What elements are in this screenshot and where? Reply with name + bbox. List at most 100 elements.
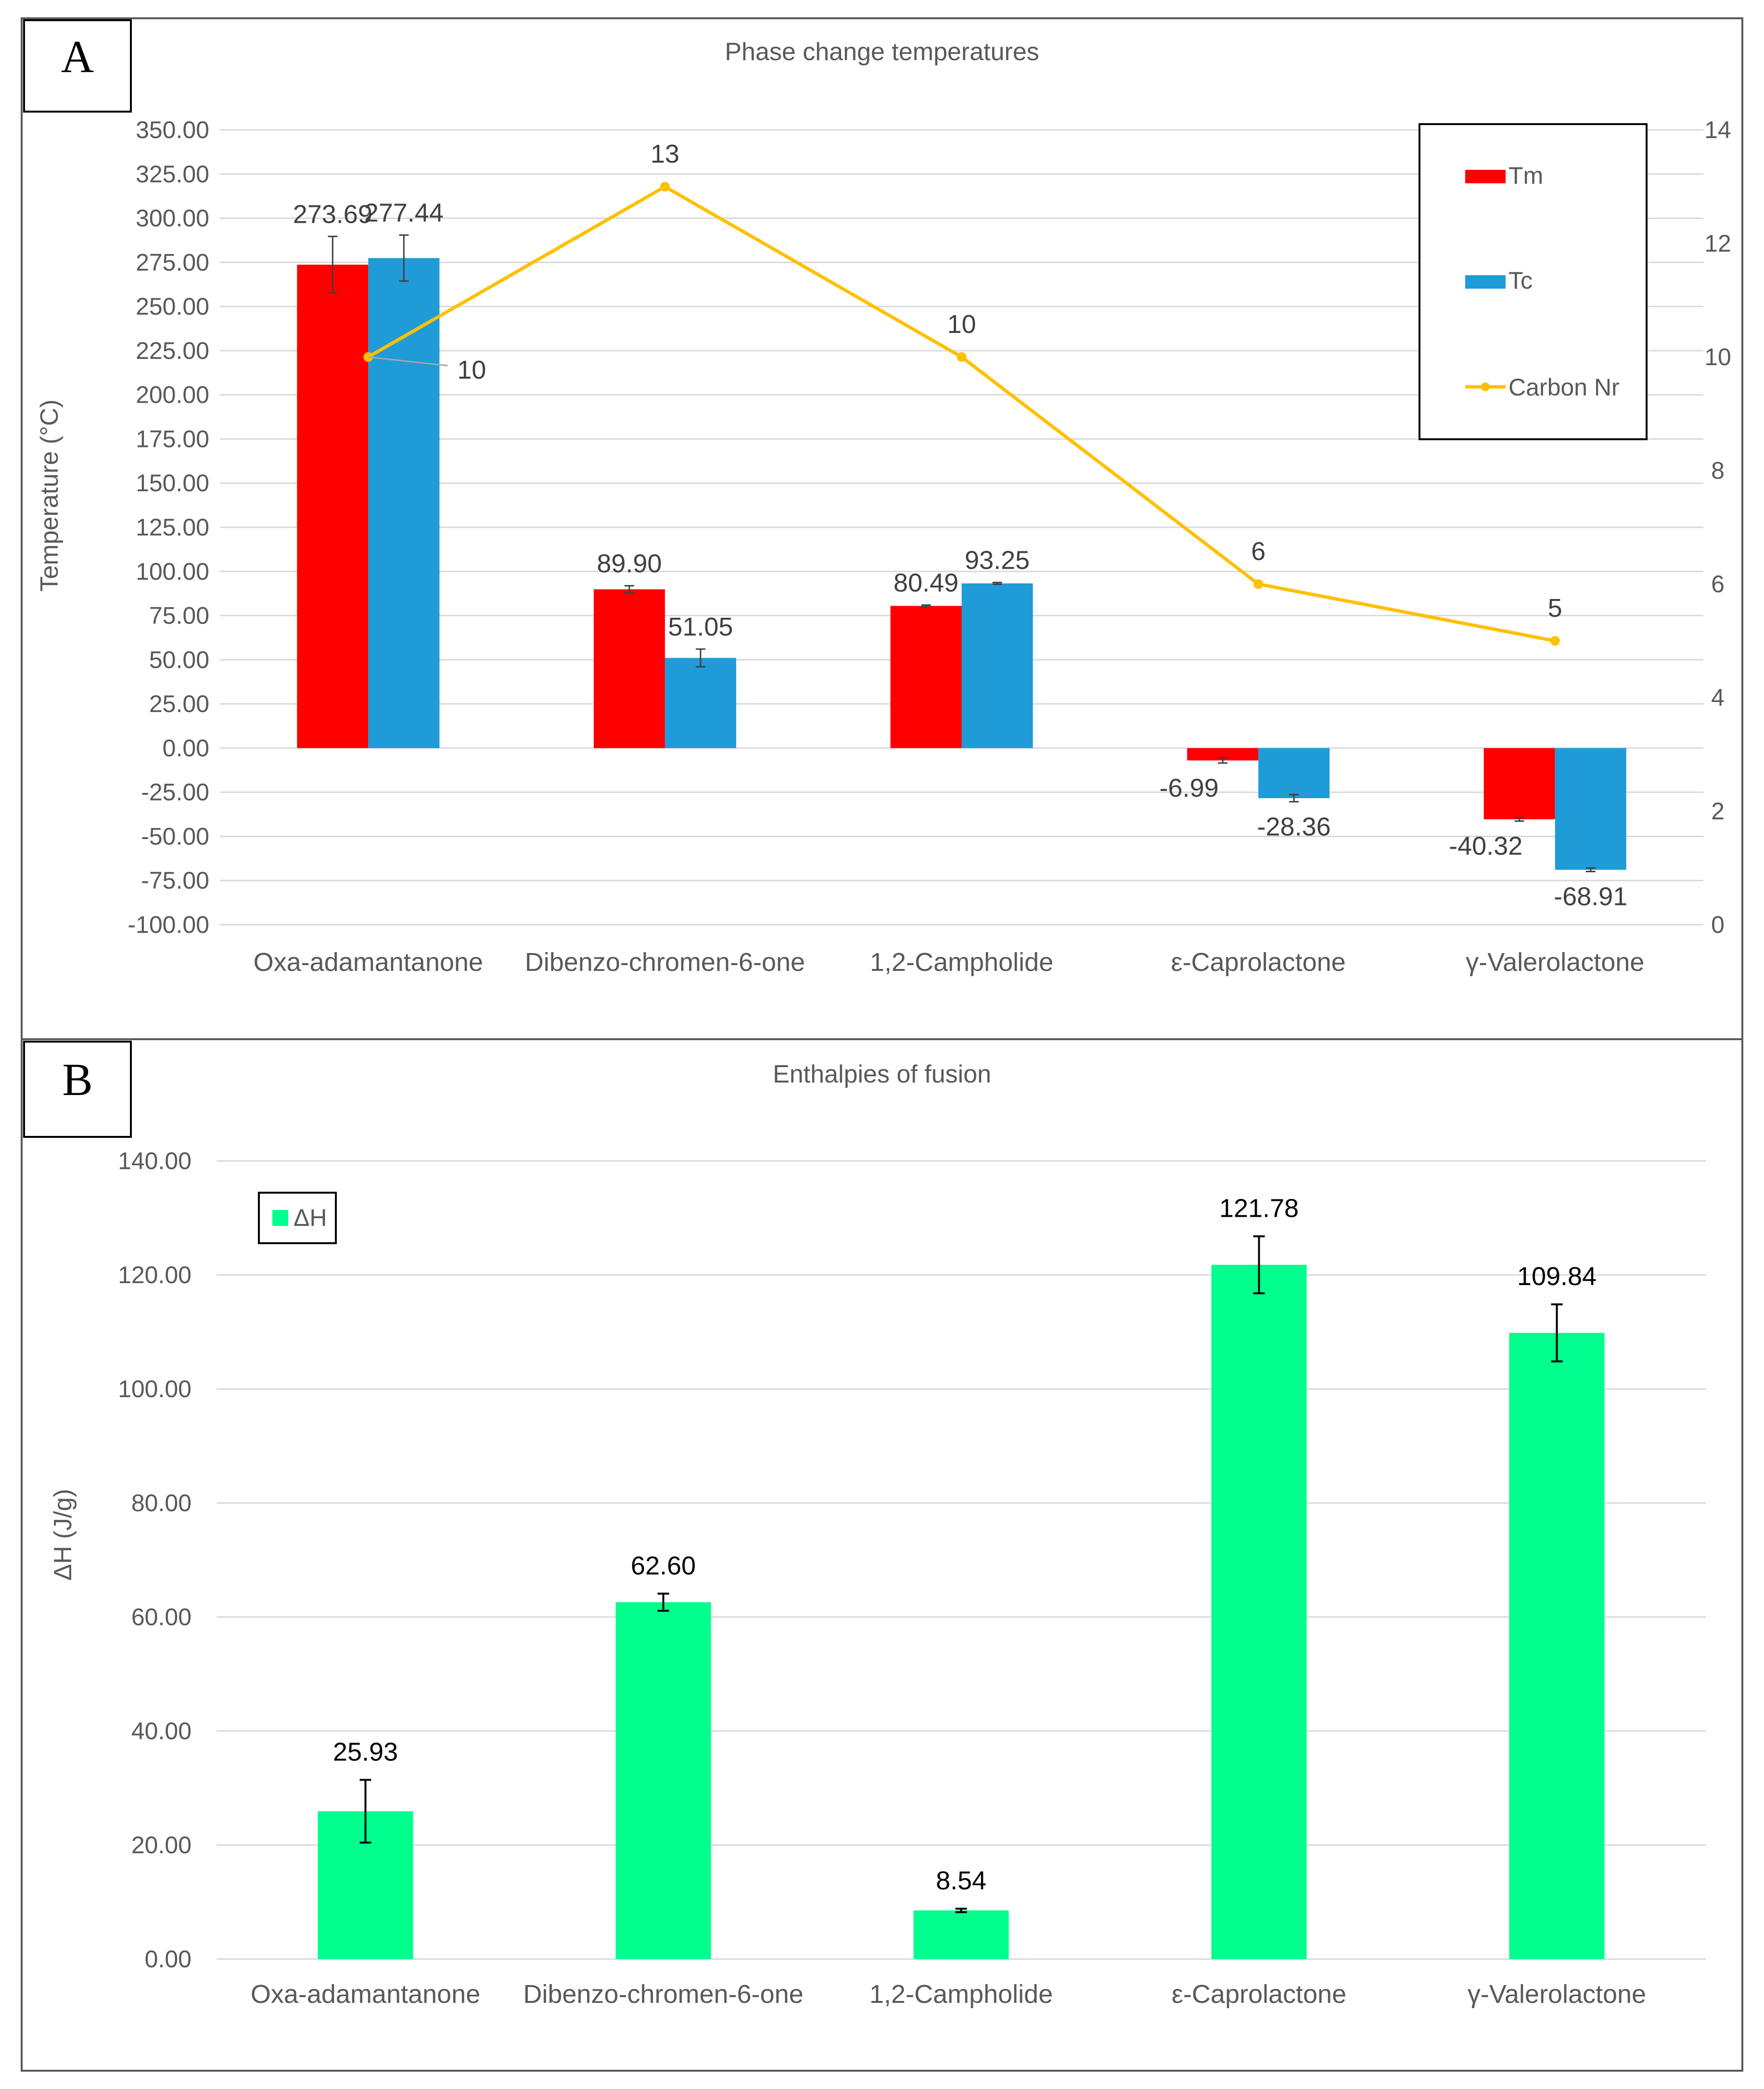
chart-a-carbon-label: 13 (651, 140, 679, 168)
chart-a-data-label-tc: 93.25 (965, 546, 1030, 575)
legend-label-tm: Tm (1508, 162, 1543, 189)
chart-b-error-bar (359, 1779, 371, 1844)
chart-a-y-tick-label: 0.00 (163, 735, 209, 762)
chart-a-error-bar (695, 648, 705, 668)
chart-a-y-tick-label: -50.00 (141, 823, 209, 850)
chart-a-y-tick-label: 125.00 (136, 514, 209, 541)
chart-b-y-tick-label: 80.00 (131, 1490, 192, 1516)
chart-a-y-tick-label: 250.00 (136, 293, 209, 320)
chart-a-carbon-marker (1253, 579, 1264, 589)
legend-label-tc: Tc (1508, 267, 1533, 294)
chart-b-y-tick-label: 140.00 (118, 1147, 192, 1174)
chart-a-y-tick-label: -75.00 (141, 867, 209, 894)
chart-a-leader-line (368, 356, 448, 367)
chart-b-y-tick-label: 0.00 (145, 1946, 192, 1973)
chart-a-error-bar (624, 585, 634, 594)
chart-a-y-tick-label: 325.00 (136, 161, 209, 188)
chart-a-error-bar (1218, 757, 1228, 764)
chart-a-bar-tc (665, 658, 736, 748)
chart-b-bar-dh (1509, 1333, 1605, 1959)
panel-b-letter-box: B (23, 1041, 132, 1138)
chart-b-error-bar (1551, 1303, 1563, 1363)
chart-a-y-tick-label: 175.00 (136, 425, 209, 452)
chart-b-y-tick-label: 20.00 (131, 1832, 192, 1859)
chart-a-y-tick-label: 100.00 (136, 558, 209, 585)
chart-a-y-tick-label: 225.00 (136, 337, 209, 364)
legend-swatch-tm (1465, 170, 1506, 183)
chart-a-y-tick-label: -25.00 (141, 779, 209, 806)
chart-b-y-tick-label: 100.00 (118, 1376, 192, 1402)
chart-a-y-tick-label: 350.00 (136, 116, 209, 143)
chart-a-category-label: ε-Caprolactone (1171, 948, 1345, 977)
chart-a-legend: Tm Tc Carbon Nr (1419, 123, 1648, 440)
chart-a-y2-tick-label: 4 (1711, 684, 1725, 711)
chart-a-data-label-tc: 51.05 (668, 612, 733, 641)
chart-b-category-label: γ-Valerolactone (1468, 1980, 1646, 2009)
chart-a-carbon-marker (957, 352, 967, 362)
chart-a-category-label: Dibenzo-chromen-6-one (525, 948, 805, 977)
chart-a-error-bar (399, 234, 409, 282)
chart-a-y2-tick-label: 2 (1711, 798, 1725, 825)
chart-a-bar-tc (961, 583, 1033, 748)
chart-a-bar-tc (1258, 748, 1330, 799)
chart-a-bar-tm (1483, 748, 1555, 819)
chart-a-error-bar (328, 235, 338, 294)
chart-b-y-tick-label: 60.00 (131, 1604, 192, 1630)
legend-swatch-tc (1465, 275, 1506, 289)
chart-a-legend-box (1419, 123, 1648, 440)
chart-a-category-label: 1,2-Campholide (870, 948, 1053, 977)
chart-b-category-label: Dibenzo-chromen-6-one (523, 1980, 803, 2009)
chart-a-data-label-tm: -6.99 (1160, 774, 1219, 802)
chart-b-data-label: 62.60 (631, 1551, 696, 1580)
chart-a-y-tick-label: 275.00 (136, 249, 209, 276)
chart-a-carbon-label: 5 (1548, 594, 1562, 623)
chart-b-data-label: 121.78 (1219, 1194, 1299, 1223)
chart-a-data-label-tm: 80.49 (894, 569, 959, 598)
chart-a-bar-tc (368, 258, 440, 748)
chart-b-error-bar (1253, 1235, 1265, 1295)
chart-a-bar-tm (890, 606, 962, 748)
panel-a-letter: A (61, 31, 94, 82)
chart-b-bar-dh (913, 1910, 1009, 1959)
panel-b-letter: B (62, 1054, 92, 1105)
chart-a-data-label-tm: 89.90 (597, 549, 662, 578)
chart-a-title: Phase change temperatures (725, 38, 1039, 66)
chart-b-error-bar (955, 1908, 967, 1913)
chart-a-y2-tick-label: 14 (1704, 116, 1731, 143)
chart-a-data-label-tc: -28.36 (1257, 812, 1331, 841)
legend-label-carbon: Carbon Nr (1508, 374, 1620, 401)
chart-a-y-tick-label: 75.00 (149, 602, 209, 629)
chart-a-y2-tick-label: 8 (1711, 457, 1725, 484)
chart-a-error-bar (1514, 816, 1524, 822)
legend-marker-carbon (1481, 382, 1490, 391)
chart-a-error-bar (1289, 794, 1299, 802)
chart-a-y-tick-label: 50.00 (149, 646, 209, 673)
chart-a-carbon-marker (1550, 636, 1560, 646)
chart-a-carbon-line (367, 184, 1556, 643)
panel-a-letter-box: A (23, 19, 132, 113)
chart-a-y-tick-label: 300.00 (136, 205, 209, 232)
chart-a-y2-tick-label: 12 (1704, 230, 1731, 257)
chart-b-legend-box (258, 1192, 337, 1244)
chart-a-y-axis-title: Temperature (°C) (36, 399, 64, 591)
chart-b-data-label: 8.54 (936, 1866, 986, 1895)
chart-a-error-bar (921, 604, 931, 608)
chart-a-data-label-tm: -40.32 (1449, 832, 1522, 861)
legend-swatch-dh (272, 1210, 288, 1226)
chart-a-data-label-tm: 273.69 (293, 200, 372, 229)
chart-a-data-label-tc: -68.91 (1554, 882, 1627, 911)
chart-a-carbon-label: 10 (947, 310, 976, 339)
chart-a-carbon-label: 10 (457, 356, 486, 384)
chart-b-category-label: Oxa-adamantanone (251, 1980, 480, 2009)
chart-b-data-label: 109.84 (1517, 1262, 1597, 1291)
chart-a-bar-tm (593, 589, 665, 748)
chart-a-y-tick-label: 25.00 (149, 690, 209, 717)
chart-b-bar-dh (615, 1602, 711, 1959)
chart-b-category-label: 1,2-Campholide (869, 1980, 1053, 2009)
panel-b-frame (21, 1038, 1743, 2072)
chart-b-category-label: ε-Caprolactone (1172, 1980, 1346, 2009)
chart-b-legend: ΔH (258, 1192, 337, 1244)
chart-a-data-label-tc: 277.44 (364, 199, 444, 228)
chart-a-y2-tick-label: 10 (1704, 344, 1731, 370)
